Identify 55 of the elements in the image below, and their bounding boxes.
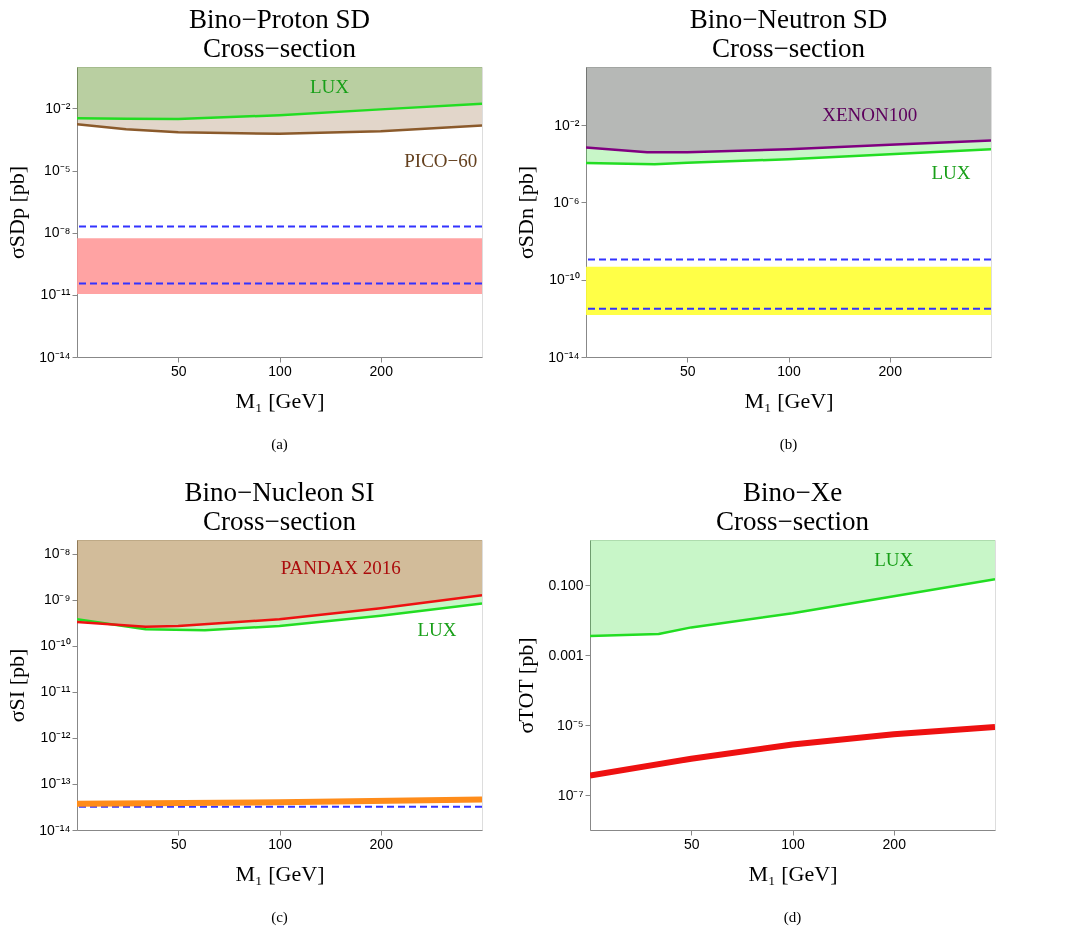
x-tick-label: 100 — [777, 362, 801, 379]
x-tick-label: 200 — [882, 835, 907, 852]
y-tick-label: 10⁻¹² — [40, 729, 71, 746]
y-axis-title: σSDn [pb] — [513, 165, 539, 260]
y-tick-label: 10⁻¹¹ — [40, 286, 71, 303]
y-tick-label: 10⁻¹⁴ — [39, 348, 71, 365]
series-label: PICO−60 — [404, 150, 478, 172]
x-axis-title: M₁ [GeV] — [744, 387, 834, 413]
y-tick-label: 10⁻² — [554, 116, 580, 133]
y-axis-title: σSI [pb] — [4, 648, 30, 723]
x-axis-title: M₁ [GeV] — [235, 860, 325, 886]
x-tick-label: 200 — [369, 362, 394, 379]
x-tick-label: 50 — [679, 362, 696, 379]
x-tick-label: 100 — [268, 835, 292, 852]
y-tick-label: 10⁻¹⁴ — [39, 821, 71, 838]
series-label: LUX — [417, 618, 457, 640]
y-axis-title: σSDp [pb] — [4, 165, 30, 260]
x-tick-label: 50 — [170, 362, 187, 379]
chart-title: Bino−Proton SD Cross−section — [188, 4, 371, 63]
chart-title: Bino−Neutron SD Cross−section — [689, 4, 888, 63]
y-tick-label: 10⁻¹⁴ — [548, 348, 580, 365]
y-tick-label: 10⁻² — [45, 99, 71, 116]
chart-title: Bino−Xe Cross−section — [715, 477, 870, 536]
x-axis-title: M₁ [GeV] — [748, 860, 838, 886]
x-tick-label: 50 — [683, 835, 700, 852]
series-label: PANDAX 2016 — [280, 557, 401, 579]
x-tick-label: 200 — [878, 362, 903, 379]
series-label: LUX — [309, 76, 350, 98]
y-tick-label: 10⁻¹¹ — [40, 683, 71, 700]
y-tick-label: 10⁻⁵ — [557, 716, 584, 733]
y-axis-title: σTOT [pb] — [513, 637, 539, 734]
chart-title: Bino−Nucleon SI Cross−section — [184, 477, 375, 536]
y-tick-label: 0.001 — [548, 646, 584, 663]
text: (b) — [779, 436, 798, 453]
y-tick-label: 10⁻⁵ — [44, 162, 71, 179]
y-tick-label: 0.100 — [548, 576, 584, 593]
x-tick-label: 50 — [170, 835, 187, 852]
text: (d) — [783, 909, 802, 926]
y-tick-label: 10⁻⁸ — [44, 545, 71, 562]
y-tick-label: 10⁻⁶ — [553, 193, 580, 210]
series-label: LUX — [874, 549, 914, 571]
x-axis-title: M₁ [GeV] — [235, 387, 325, 413]
text: (a) — [271, 436, 288, 453]
x-tick-label: 100 — [268, 362, 292, 379]
y-tick-label: 10⁻¹⁰ — [549, 271, 580, 288]
x-tick-label: 200 — [369, 835, 394, 852]
x-tick-label: 100 — [781, 835, 805, 852]
y-tick-label: 10⁻⁹ — [43, 591, 71, 608]
y-tick-label: 10⁻⁷ — [557, 786, 584, 803]
y-tick-label: 10⁻¹³ — [40, 775, 71, 792]
series-label: XENON100 — [822, 103, 918, 125]
text: (c) — [271, 909, 288, 926]
y-tick-label: 10⁻⁸ — [44, 224, 71, 241]
series-label: LUX — [931, 162, 971, 184]
y-tick-label: 10⁻¹⁰ — [40, 637, 71, 654]
